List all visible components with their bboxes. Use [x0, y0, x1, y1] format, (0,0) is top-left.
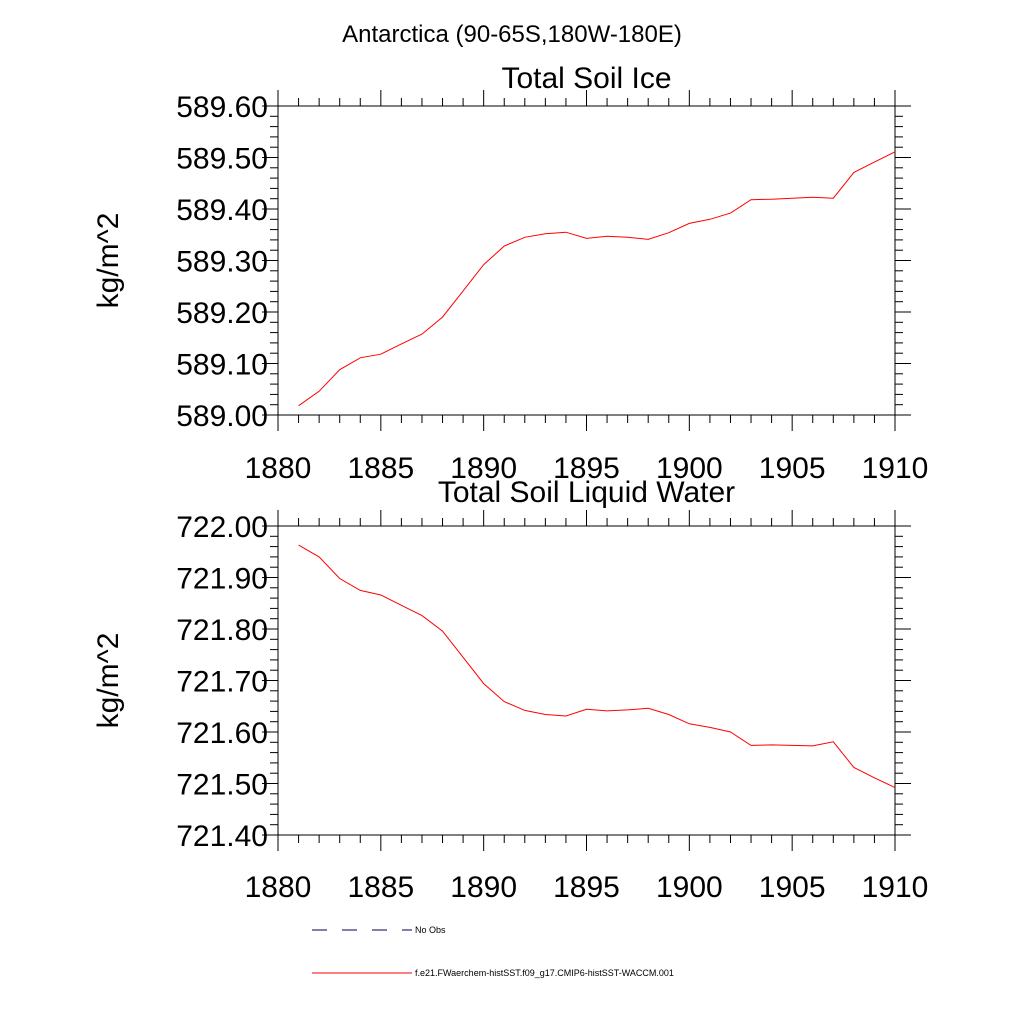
series-line — [298, 544, 896, 789]
y-tick-label: 589.60 — [176, 91, 268, 124]
y-tick-label: 721.70 — [176, 666, 268, 699]
y-tick-label: 589.30 — [176, 246, 268, 279]
plot-frame — [277, 105, 896, 416]
y-tick-label: 721.60 — [176, 717, 268, 750]
y-tick-label: 589.10 — [176, 349, 268, 382]
x-tick-label: 1895 — [553, 871, 620, 904]
legend-obs-label: No Obs — [415, 925, 446, 935]
series-line — [298, 151, 896, 407]
legend: No Obs f.e21.FWaerchem-histSST.f09_g17.C… — [312, 925, 674, 978]
y-tick-label: 589.40 — [176, 194, 268, 227]
figure-title: Antarctica (90-65S,180W-180E) — [342, 21, 682, 48]
y-axis-label: kg/m^2 — [92, 633, 125, 729]
x-tick-label: 1890 — [450, 871, 517, 904]
y-tick-label: 721.80 — [176, 614, 268, 647]
panel-total-soil-ice: Total Soil Ice 1880 1885 1890 1895 1900 1905 19… — [92, 62, 928, 485]
x-tick-label: 1895 — [553, 452, 620, 485]
y-tick-label: 722.00 — [176, 511, 268, 544]
x-tick-label: 1900 — [656, 452, 723, 485]
x-tick-label: 1900 — [656, 871, 723, 904]
y-tick-label: 589.20 — [176, 297, 268, 330]
x-tick-label: 1890 — [450, 452, 517, 485]
panel-title: Total Soil Ice — [501, 62, 671, 95]
x-tick-label: 1910 — [862, 871, 929, 904]
x-tick-label: 1885 — [347, 452, 414, 485]
legend-model-label: f.e21.FWaerchem-histSST.f09_g17.CMIP6-hi… — [415, 968, 674, 978]
x-tick-label: 1880 — [245, 452, 312, 485]
x-tick-label: 1905 — [759, 871, 826, 904]
x-tick-label: 1910 — [862, 452, 929, 485]
x-tick-label: 1885 — [347, 871, 414, 904]
y-tick-label: 721.90 — [176, 563, 268, 596]
y-tick-label: 721.40 — [176, 820, 268, 853]
panel-title: Total Soil Liquid Water — [438, 476, 735, 509]
y-axis-label: kg/m^2 — [92, 213, 125, 309]
y-tick-label: 589.50 — [176, 143, 268, 176]
y-tick-label: 721.50 — [176, 769, 268, 802]
x-tick-label: 1905 — [759, 452, 826, 485]
x-tick-label: 1880 — [245, 871, 312, 904]
panel-total-soil-liquid-water: Total Soil Liquid Water 1880 1885 1890 1895 1… — [92, 476, 928, 904]
plot-frame — [277, 525, 896, 836]
y-tick-label: 589.00 — [176, 400, 268, 433]
